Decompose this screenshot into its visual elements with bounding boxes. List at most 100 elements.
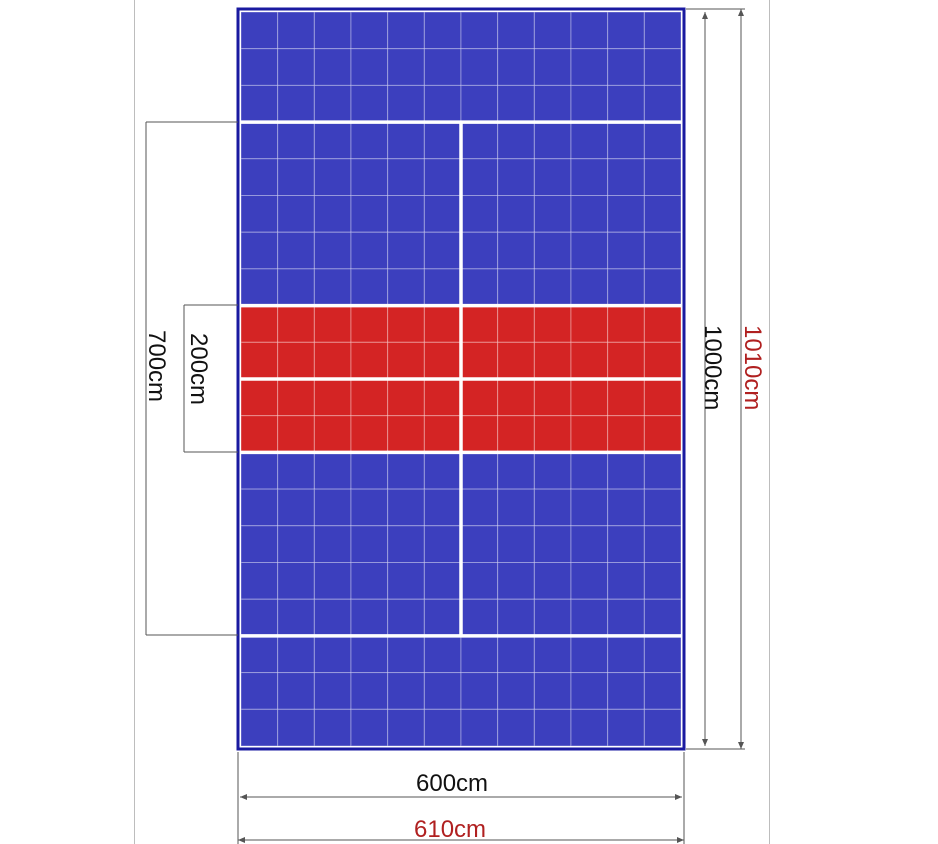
blue-tile — [313, 525, 352, 563]
blue-tile — [423, 672, 462, 710]
blue-tile — [607, 84, 645, 123]
blue-tile — [277, 525, 315, 563]
blue-tile — [460, 158, 499, 197]
blue-tile — [240, 598, 279, 637]
blue-tile — [570, 11, 609, 50]
blue-tile — [460, 84, 499, 123]
blue-tile — [350, 11, 389, 50]
blue-tile — [387, 672, 425, 710]
blue-tile — [460, 451, 499, 490]
blue-tile — [387, 598, 425, 637]
red-tile — [607, 341, 645, 380]
blue-tile — [533, 48, 572, 86]
red-tile — [387, 341, 425, 380]
blue-tile — [533, 231, 572, 270]
blue-tile — [460, 598, 499, 637]
blue-tile — [460, 525, 499, 563]
blue-tile — [313, 635, 352, 674]
blue-tile — [497, 268, 535, 307]
blue-tile — [497, 672, 535, 710]
red-tile — [277, 415, 315, 453]
red-tile — [350, 378, 389, 417]
zone-700-label: 700cm — [143, 330, 170, 403]
blue-tile — [423, 158, 462, 197]
blue-tile — [643, 635, 682, 674]
blue-tile — [570, 562, 609, 600]
dimension-arrow — [702, 739, 708, 746]
blue-tile — [570, 195, 609, 233]
blue-tile — [277, 158, 315, 197]
blue-tile — [423, 562, 462, 600]
red-tile — [533, 305, 572, 343]
blue-tile — [607, 488, 645, 527]
blue-tile — [533, 708, 572, 747]
red-tile — [387, 378, 425, 417]
blue-tile — [387, 231, 425, 270]
blue-tile — [643, 488, 682, 527]
blue-tile — [277, 195, 315, 233]
dimension-arrow — [677, 837, 684, 843]
blue-tile — [313, 598, 352, 637]
blue-tile — [497, 635, 535, 674]
blue-tile — [460, 672, 499, 710]
blue-tile — [533, 672, 572, 710]
blue-tile — [423, 121, 462, 160]
blue-tile — [387, 635, 425, 674]
outer-length-label: 1010cm — [739, 325, 766, 411]
blue-tile — [460, 635, 499, 674]
blue-tile — [497, 158, 535, 197]
dimension-arrow — [675, 794, 682, 800]
blue-tile — [313, 451, 352, 490]
blue-tile — [497, 48, 535, 86]
blue-tile — [240, 708, 279, 747]
red-tile — [423, 415, 462, 453]
red-tile — [607, 415, 645, 453]
red-tile — [533, 341, 572, 380]
red-tile — [607, 305, 645, 343]
blue-tile — [277, 562, 315, 600]
red-tile — [533, 378, 572, 417]
blue-tile — [533, 158, 572, 197]
blue-tile — [607, 231, 645, 270]
blue-tile — [423, 451, 462, 490]
blue-tile — [533, 451, 572, 490]
blue-tile — [313, 195, 352, 233]
zone-200-label: 200cm — [185, 333, 212, 406]
blue-tile — [570, 451, 609, 490]
blue-tile — [643, 672, 682, 710]
blue-tile — [607, 121, 645, 160]
blue-tile — [607, 451, 645, 490]
blue-tile — [460, 48, 499, 86]
blue-tile — [387, 158, 425, 197]
red-tile — [277, 341, 315, 380]
blue-tile — [387, 195, 425, 233]
blue-tile — [607, 195, 645, 233]
blue-tile — [460, 231, 499, 270]
blue-tile — [423, 525, 462, 563]
blue-tile — [423, 708, 462, 747]
blue-tile — [350, 84, 389, 123]
tile-grid — [240, 11, 682, 747]
red-tile — [497, 378, 535, 417]
red-tile — [533, 415, 572, 453]
court-border — [236, 7, 686, 751]
blue-tile — [423, 231, 462, 270]
red-tile — [387, 305, 425, 343]
blue-tile — [423, 268, 462, 307]
red-tile — [313, 341, 352, 380]
red-tile — [387, 415, 425, 453]
blue-tile — [350, 708, 389, 747]
blue-tile — [387, 708, 425, 747]
red-tile — [570, 415, 609, 453]
blue-tile — [240, 84, 279, 123]
blue-tile — [643, 231, 682, 270]
blue-tile — [240, 672, 279, 710]
red-tile — [350, 415, 389, 453]
blue-tile — [643, 11, 682, 50]
blue-tile — [460, 268, 499, 307]
blue-tile — [350, 231, 389, 270]
red-tile — [497, 341, 535, 380]
blue-tile — [533, 525, 572, 563]
blue-tile — [350, 268, 389, 307]
blue-tile — [607, 672, 645, 710]
